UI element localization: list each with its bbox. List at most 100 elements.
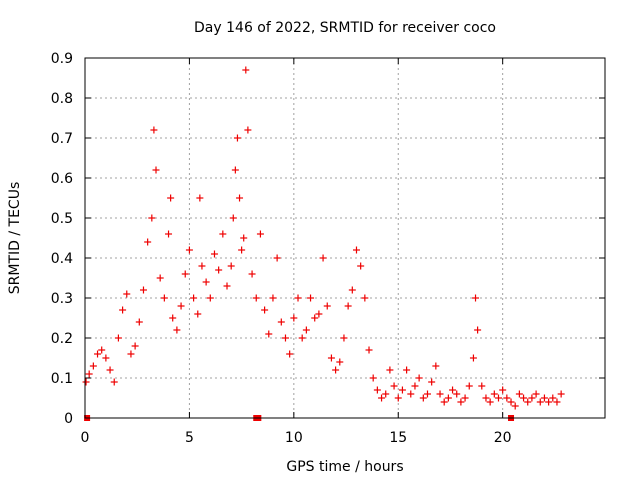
data-point [131, 342, 139, 350]
data-point [294, 294, 302, 302]
data-point [281, 334, 289, 342]
data-point [323, 302, 331, 310]
data-point [494, 394, 502, 402]
y-tick-label: 0.8 [51, 91, 73, 107]
data-point [227, 262, 235, 270]
y-tick-label: 0.9 [51, 51, 73, 67]
data-point [478, 382, 486, 390]
data-point [148, 214, 156, 222]
data-point [169, 314, 177, 322]
y-tick-label: 0.1 [51, 371, 73, 387]
data-point [173, 326, 181, 334]
chart-title: Day 146 of 2022, SRMTID for receiver coc… [194, 20, 496, 36]
data-point [507, 398, 515, 406]
data-point [469, 354, 477, 362]
data-point [532, 390, 540, 398]
data-point [365, 346, 373, 354]
data-point [386, 366, 394, 374]
y-tick-label: 0 [64, 411, 73, 427]
data-point [194, 310, 202, 318]
y-tick-label: 0.4 [51, 251, 73, 267]
data-point [432, 362, 440, 370]
data-point [315, 310, 323, 318]
data-point [369, 374, 377, 382]
data-point [327, 354, 335, 362]
data-point [265, 330, 273, 338]
data-point [436, 390, 444, 398]
data-point [198, 262, 206, 270]
data-point [242, 66, 250, 74]
data-point [311, 314, 319, 322]
data-point [407, 390, 415, 398]
data-point [231, 166, 239, 174]
data-point [219, 230, 227, 238]
data-point [461, 394, 469, 402]
data-point [536, 398, 544, 406]
data-point [256, 230, 264, 238]
y-tick-label: 0.2 [51, 331, 73, 347]
data-point [340, 334, 348, 342]
data-point [540, 394, 548, 402]
data-point [89, 362, 97, 370]
data-point [457, 398, 465, 406]
data-point [290, 314, 298, 322]
data-point [244, 126, 252, 134]
plot-frame [84, 57, 606, 419]
data-point [202, 278, 210, 286]
data-point [94, 350, 102, 358]
data-point [419, 394, 427, 402]
data-point [415, 374, 423, 382]
data-point [144, 238, 152, 246]
data-point [528, 394, 536, 402]
data-point [515, 390, 523, 398]
data-point [472, 294, 480, 302]
data-point [423, 390, 431, 398]
data-point [139, 286, 147, 294]
data-point [135, 318, 143, 326]
x-tick-label: 10 [285, 430, 303, 446]
data-point [357, 262, 365, 270]
x-axis-ticks: 0 5 10 15 20 [81, 58, 512, 446]
data-point [557, 390, 565, 398]
data-point [110, 378, 118, 386]
data-point [223, 282, 231, 290]
x-tick-label: 0 [81, 430, 90, 446]
data-point [332, 366, 340, 374]
data-point [85, 370, 93, 378]
data-point [114, 334, 122, 342]
data-point [177, 302, 185, 310]
data-point [511, 402, 519, 410]
data-point [486, 398, 494, 406]
data-points [82, 66, 565, 410]
x-tick-label: 5 [185, 430, 194, 446]
data-point [181, 270, 189, 278]
data-point [520, 394, 528, 402]
data-point [273, 254, 281, 262]
grid-lines [85, 58, 605, 418]
data-point [82, 378, 90, 386]
data-point [394, 394, 402, 402]
data-point [167, 194, 175, 202]
data-point [474, 326, 482, 334]
data-point [344, 302, 352, 310]
data-point [210, 250, 218, 258]
data-point [465, 382, 473, 390]
data-point [165, 230, 173, 238]
y-tick-label: 0.6 [51, 171, 73, 187]
data-point [490, 390, 498, 398]
data-point [269, 294, 277, 302]
y-tick-label: 0.3 [51, 291, 73, 307]
data-point [215, 266, 223, 274]
data-point [229, 214, 237, 222]
data-point [503, 394, 511, 402]
data-point [524, 398, 532, 406]
data-point [549, 394, 557, 402]
data-point [233, 134, 241, 142]
data-point [398, 386, 406, 394]
data-point [348, 286, 356, 294]
data-point [298, 334, 306, 342]
y-axis-label: SRMTID / TECUs [7, 182, 23, 295]
data-point [352, 246, 360, 254]
data-point [252, 294, 260, 302]
data-point [156, 274, 164, 282]
